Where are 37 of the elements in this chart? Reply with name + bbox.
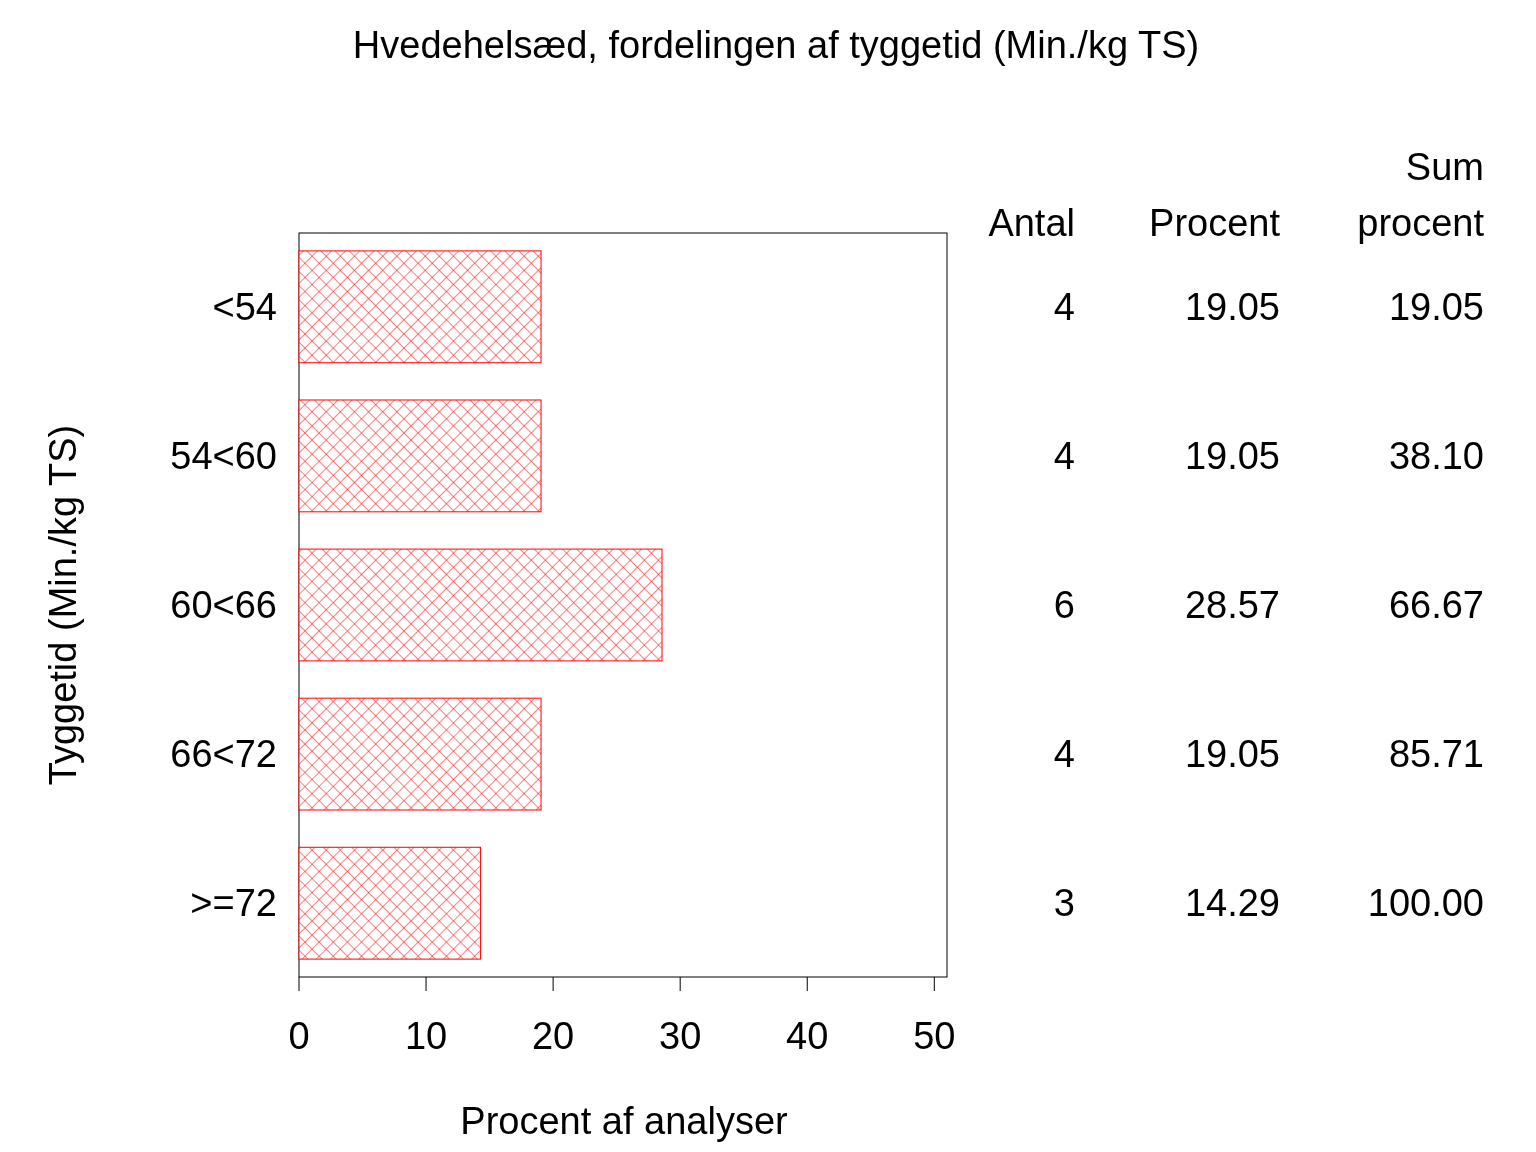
- text: 85.71: [1388, 733, 1484, 776]
- y-tick-label: 60<66: [170, 584, 277, 626]
- data-label: 14.29: [1184, 882, 1280, 925]
- bar: [298, 548, 663, 662]
- bar: [298, 846, 482, 960]
- bar: [298, 250, 542, 364]
- text: 4: [1053, 434, 1075, 477]
- text: Sum procent: [1357, 146, 1485, 244]
- chart-title: Hvedehelsæd, fordelingen af tyggetid (Min./kg TS): [352, 24, 1200, 66]
- y-tick-label: 54<60: [170, 434, 277, 477]
- y-tick-label: >=72: [190, 882, 277, 925]
- text: Antal: [988, 202, 1075, 244]
- x-axis-title: Procent af analyser: [460, 1100, 789, 1142]
- text: 19.05: [1388, 285, 1484, 328]
- y-tick-label: <54: [212, 285, 277, 328]
- text: 100.00: [1367, 882, 1484, 925]
- x-tick-label: 40: [786, 1015, 829, 1057]
- y-axis-title: Tyggetid (Min./kg TS): [42, 424, 84, 786]
- text: 6: [1053, 584, 1075, 626]
- text: 4: [1053, 733, 1075, 776]
- text: 38.10: [1388, 434, 1484, 477]
- text: 3: [1053, 882, 1075, 925]
- x-tick-label: 0: [288, 1015, 310, 1057]
- bar: [298, 697, 542, 811]
- text: 66.67: [1388, 584, 1484, 626]
- x-tick-label: 30: [659, 1015, 702, 1057]
- x-tick-label: 10: [404, 1015, 448, 1057]
- data-label: 28.57: [1184, 584, 1280, 626]
- text: 4: [1053, 285, 1075, 328]
- x-tick-label: 50: [913, 1015, 956, 1057]
- data-label: 19.05: [1184, 434, 1280, 477]
- data-label: 19.05: [1184, 733, 1280, 776]
- y-tick-label: 66<72: [170, 733, 277, 776]
- x-tick-label: 20: [531, 1015, 575, 1057]
- bar: [298, 399, 542, 513]
- data-label: 19.05: [1184, 285, 1280, 328]
- text: Procent: [1149, 202, 1281, 244]
